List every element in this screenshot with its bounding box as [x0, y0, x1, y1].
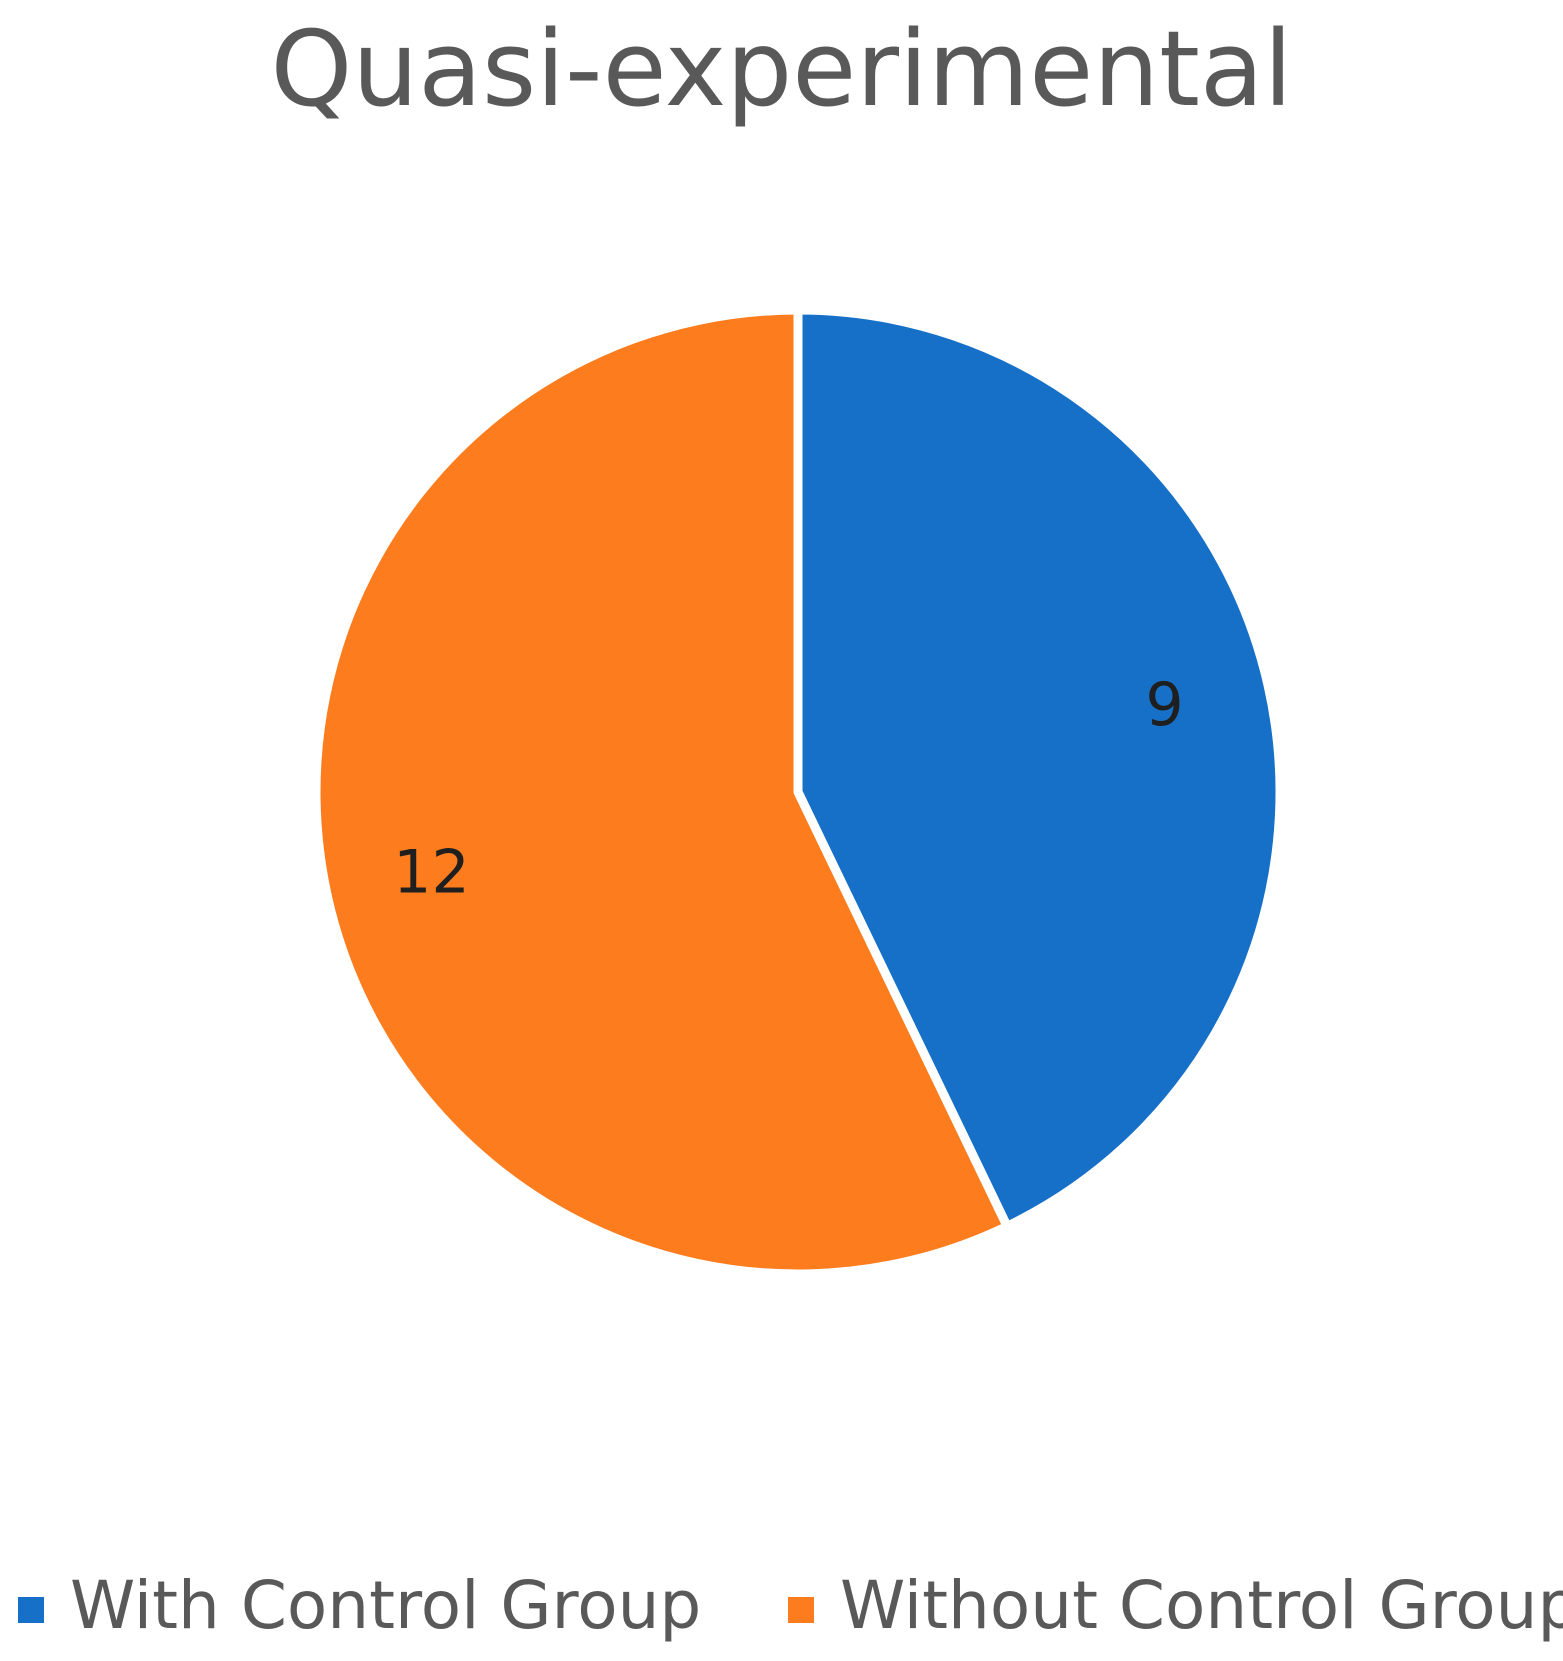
data-label-with-control-group: 9 — [1145, 670, 1183, 740]
pie-data-labels: 9 12 — [393, 670, 1183, 907]
legend-label-without-control-group: Without Control Group — [840, 1566, 1563, 1644]
legend-swatch-without-control-group — [788, 1597, 814, 1623]
data-label-without-control-group: 12 — [393, 837, 469, 907]
legend-swatch-with-control-group — [18, 1597, 44, 1623]
legend-item-without-control-group[interactable]: Without Control Group — [788, 1565, 1563, 1645]
legend: With Control Group Without Control Group — [0, 1565, 1563, 1645]
pie-slices — [311, 305, 1285, 1279]
legend-label-with-control-group: With Control Group — [70, 1566, 702, 1644]
pie-slice-with-control-group[interactable] — [793, 305, 1285, 1231]
pie-slice-without-control-group[interactable] — [311, 305, 1012, 1279]
chart-title: Quasi-experimental — [270, 8, 1293, 130]
legend-item-with-control-group[interactable]: With Control Group — [18, 1565, 701, 1645]
